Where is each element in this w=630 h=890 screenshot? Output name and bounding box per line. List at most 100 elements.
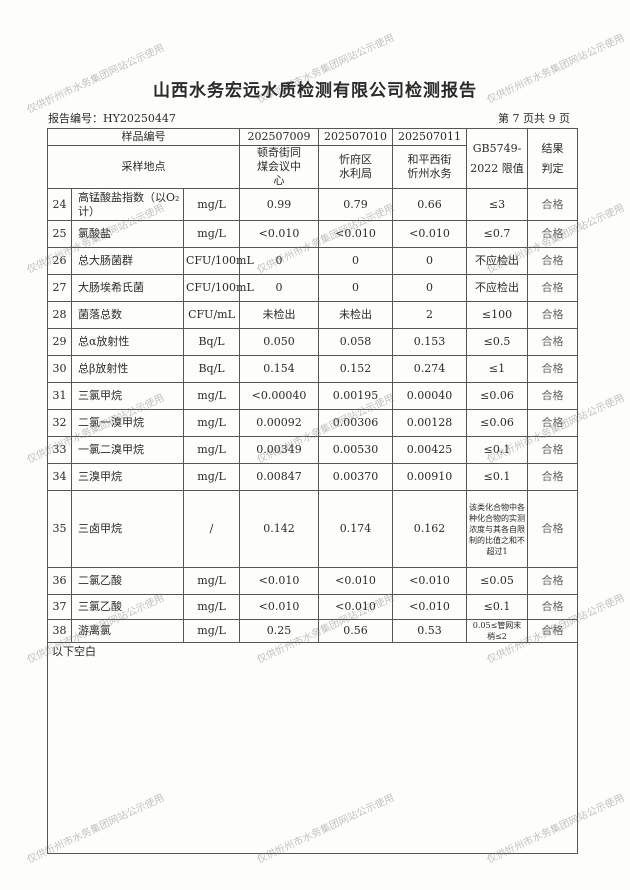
value: 0.00195 (318, 382, 394, 410)
result-header: 结果判定 (527, 128, 579, 189)
value: <0.00040 (239, 382, 320, 410)
value: 0 (392, 274, 468, 302)
result: 合格 (527, 382, 579, 410)
report-number: 报告编号：HY20250447 (48, 112, 176, 125)
item-name: 三卤甲烷 (71, 490, 184, 568)
value: <0.010 (392, 567, 468, 595)
unit: mg/L (182, 188, 241, 221)
value: 0.058 (318, 328, 394, 356)
table-row: 36 二氯乙酸 mg/L <0.010 <0.010 <0.010 ≤0.05 合格 (47, 567, 579, 595)
sample-no-label: 样品编号 (46, 128, 241, 146)
value: 0.050 (239, 328, 320, 356)
page-info: 第 7 页共 9 页 (498, 112, 570, 125)
value: 0.152 (318, 355, 394, 383)
value: 0.142 (239, 490, 320, 568)
value: 0.00425 (392, 436, 468, 464)
row-number: 26 (47, 247, 72, 275)
table-row: 28 菌落总数 CFU/mL 未检出 未检出 2 ≤100 合格 (47, 301, 579, 329)
item-name: 高锰酸盐指数（以O₂计） (71, 188, 184, 221)
sample-location: 和平西街忻州水务 (392, 145, 468, 189)
table-row: 24 高锰酸盐指数（以O₂计） mg/L 0.99 0.79 0.66 ≤3 合格 (47, 188, 579, 221)
sample-no: 202507011 (392, 128, 468, 146)
table-row: 38 游离氯 mg/L 0.25 0.56 0.53 0.05≤管网末梢≤2 合格 (47, 619, 579, 643)
result: 合格 (527, 328, 579, 356)
value: 0.00530 (318, 436, 394, 464)
row-number: 37 (47, 594, 72, 620)
limit: ≤0.05 (466, 567, 529, 595)
value: <0.010 (318, 594, 394, 620)
value: 0.79 (318, 188, 394, 221)
unit: mg/L (182, 463, 241, 491)
table-row: 34 三溴甲烷 mg/L 0.00847 0.00370 0.00910 ≤0.1 合格 (47, 463, 579, 491)
row-number: 28 (47, 301, 72, 329)
item-name: 三氯甲烷 (71, 382, 184, 410)
unit: mg/L (182, 594, 241, 620)
item-name: 总大肠菌群 (71, 247, 184, 275)
row-number: 29 (47, 328, 72, 356)
limit: ≤3 (466, 188, 529, 221)
value: 0.00370 (318, 463, 394, 491)
sample-location: 顿奇街同煤会议中心 (239, 145, 320, 189)
value: 0.00306 (318, 409, 394, 437)
value: <0.010 (239, 567, 320, 595)
row-number: 24 (47, 188, 72, 221)
sample-no: 202507010 (318, 128, 394, 146)
value: 0.00092 (239, 409, 320, 437)
item-name: 三溴甲烷 (71, 463, 184, 491)
value: <0.010 (392, 594, 468, 620)
unit: CFU/100mL (182, 247, 254, 275)
value: 0.00847 (239, 463, 320, 491)
value: 2 (392, 301, 468, 329)
value: 0.00128 (392, 409, 468, 437)
row-number: 35 (47, 490, 72, 568)
unit: CFU/100mL (182, 274, 254, 302)
results-table: 样品编号 202507009 202507010 202507011 GB574… (46, 128, 579, 854)
row-number: 27 (47, 274, 72, 302)
value: 0.56 (318, 619, 394, 643)
item-name: 大肠埃希氏菌 (71, 274, 184, 302)
result: 合格 (527, 490, 579, 568)
value: 0.99 (239, 188, 320, 221)
footer-note: 以下空白 (46, 642, 579, 854)
table-row: 27 大肠埃希氏菌 CFU/100mL 0 0 0 不应检出 合格 (47, 274, 579, 302)
table-row: 31 三氯甲烷 mg/L <0.00040 0.00195 0.00040 ≤0.06 合格 (47, 382, 579, 410)
unit: mg/L (182, 220, 241, 248)
value: <0.010 (318, 220, 394, 248)
report-title: 山西水务宏远水质检测有限公司检测报告 (153, 81, 477, 101)
row-number: 31 (47, 382, 72, 410)
result: 合格 (527, 301, 579, 329)
value: <0.010 (318, 567, 394, 595)
table-row: 26 总大肠菌群 CFU/100mL 0 0 0 不应检出 合格 (47, 247, 579, 275)
item-name: 三氯乙酸 (71, 594, 184, 620)
location-label: 采样地点 (46, 145, 241, 189)
value: 0.00349 (239, 436, 320, 464)
unit: mg/L (182, 619, 241, 643)
table-row: 25 氯酸盐 mg/L <0.010 <0.010 <0.010 ≤0.7 合格 (47, 220, 579, 248)
value: 0.174 (318, 490, 394, 568)
limit: ≤0.1 (466, 463, 529, 491)
item-name: 二氯一溴甲烷 (71, 409, 184, 437)
item-name: 总β放射性 (71, 355, 184, 383)
row-number: 33 (47, 436, 72, 464)
row-number: 36 (47, 567, 72, 595)
value: 0.153 (392, 328, 468, 356)
row-number: 30 (47, 355, 72, 383)
result: 合格 (527, 567, 579, 595)
table-row: 37 三氯乙酸 mg/L <0.010 <0.010 <0.010 ≤0.1 合格 (47, 594, 579, 620)
row-number: 25 (47, 220, 72, 248)
unit: / (182, 490, 241, 568)
result: 合格 (527, 619, 579, 643)
limit: ≤0.1 (466, 436, 529, 464)
limit-header: GB5749-2022 限值 (466, 128, 529, 189)
limit: 0.05≤管网末梢≤2 (466, 619, 529, 643)
value: 0.00040 (392, 382, 468, 410)
table-row: 32 二氯一溴甲烷 mg/L 0.00092 0.00306 0.00128 ≤0.06 合格 (47, 409, 579, 437)
value: 0.25 (239, 619, 320, 643)
value: 0.274 (392, 355, 468, 383)
limit: ≤100 (466, 301, 529, 329)
result: 合格 (527, 355, 579, 383)
result: 合格 (527, 188, 579, 221)
limit: 该类化合物中各种化合物的实测浓度与其各自限制的比值之和不超过1 (466, 490, 529, 568)
result: 合格 (527, 409, 579, 437)
item-name: 游离氯 (71, 619, 184, 643)
